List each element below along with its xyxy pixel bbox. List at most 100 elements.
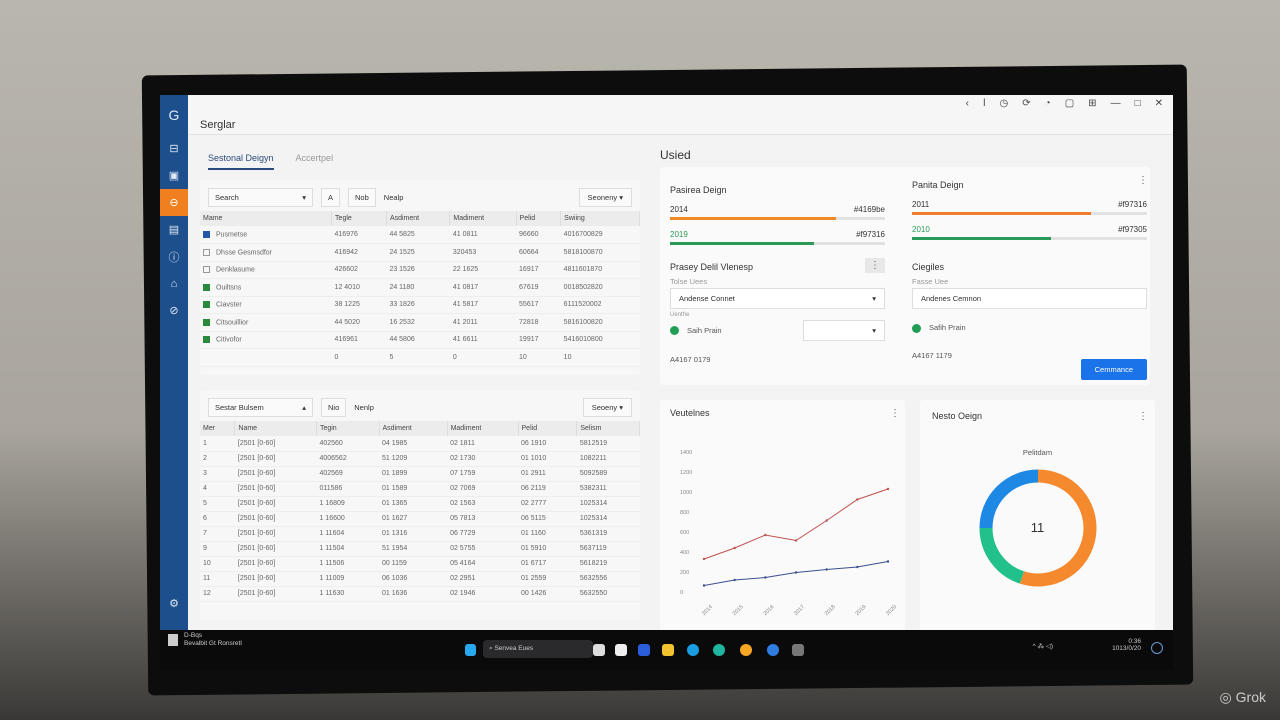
chat-icon[interactable]: ▢ bbox=[1064, 98, 1075, 109]
table-cell: 7 bbox=[200, 526, 235, 542]
sidebar-item-image[interactable]: ▤ bbox=[168, 224, 180, 236]
group-label-2[interactable]: Nenlp bbox=[354, 403, 374, 412]
sort-dropdown-2[interactable]: Seoeny ▾ bbox=[582, 398, 632, 417]
clock[interactable]: 0:36 1013/0/20 bbox=[1112, 638, 1141, 652]
more-options-icon[interactable]: ⋮ bbox=[890, 408, 900, 419]
close-icon[interactable]: ✕ bbox=[1154, 98, 1163, 109]
row-checkbox[interactable] bbox=[203, 318, 210, 326]
sidebar-item-info[interactable]: ⓘ bbox=[168, 251, 180, 264]
sidebar-item-settings-user[interactable]: ⊘ bbox=[169, 305, 179, 317]
windows-start-icon[interactable] bbox=[465, 644, 476, 656]
folder-icon[interactable] bbox=[662, 644, 674, 656]
files-icon[interactable] bbox=[615, 644, 627, 656]
column-header[interactable]: Asdiment bbox=[379, 421, 448, 436]
page-heading: Usied bbox=[660, 148, 691, 162]
table-row[interactable]: 1 [2501 [0-60] 402560 04 1985 02 1811 06 1910… bbox=[200, 436, 640, 452]
table-row[interactable]: Pusmetse 416976 44 5825 41 0811 96660 4016700… bbox=[200, 226, 640, 244]
table-row[interactable]: 7 [2501 [0-60] 1 11604 01 1316 06 7729 01 116… bbox=[200, 526, 640, 542]
code-label: #f97316 bbox=[1118, 200, 1147, 209]
tray-chevron-icon[interactable]: ^ ⁂ ◁) bbox=[1032, 643, 1053, 650]
y-tick-label: 800 bbox=[680, 510, 689, 516]
more-options-icon[interactable]: ⋮ bbox=[1138, 175, 1148, 186]
settings-icon[interactable]: ⚙ bbox=[169, 598, 179, 610]
sidebar-item-calendar[interactable]: ▣ bbox=[168, 170, 180, 182]
info-icon[interactable]: ǀ bbox=[982, 98, 986, 109]
sidebar-item-alerts[interactable]: ⌂ bbox=[170, 277, 178, 290]
table-row[interactable]: 2 [2501 [0-60] 4006562 51 1209 02 1730 01 101… bbox=[200, 451, 640, 467]
maximize-icon[interactable]: □ bbox=[1134, 98, 1141, 109]
table-row[interactable]: Denklasume 426602 23 1526 22 1625 16917 48116… bbox=[200, 261, 640, 279]
data-point bbox=[764, 533, 767, 537]
column-header[interactable]: Swiing bbox=[560, 211, 640, 226]
clock-icon[interactable]: ◷ bbox=[999, 98, 1009, 109]
table-row[interactable]: 11 [2501 [0-60] 1 11009 06 1036 02 2951 01 25… bbox=[200, 571, 640, 587]
status-select[interactable]: ▾ bbox=[803, 320, 885, 341]
table-row[interactable]: 4 [2501 [0-60] 011586 01 1589 02 7069 06 2119… bbox=[200, 481, 640, 497]
grid-icon[interactable]: ⊞ bbox=[1088, 98, 1097, 109]
table-row[interactable]: 3 [2501 [0-60] 402569 01 1899 07 1759 01 2911… bbox=[200, 466, 640, 482]
widget-icon[interactable] bbox=[168, 634, 178, 646]
more-options-icon[interactable]: ⋮ bbox=[865, 258, 885, 273]
table-row[interactable]: 9 [2501 [0-60] 1 11504 51 1954 02 5755 01 591… bbox=[200, 541, 640, 557]
row-checkbox[interactable] bbox=[203, 301, 210, 309]
filter-button-2[interactable]: Nio bbox=[321, 398, 347, 417]
table-cell: 33 1826 bbox=[386, 296, 450, 314]
word-icon[interactable] bbox=[638, 644, 650, 656]
tab-accertpel[interactable]: Accertpel bbox=[295, 153, 334, 163]
sidebar-item-mail[interactable]: ⊖ bbox=[160, 189, 188, 216]
refresh-icon[interactable]: ⟳ bbox=[1022, 98, 1031, 109]
app-icon-2[interactable] bbox=[792, 644, 804, 656]
table-row[interactable]: Dhsse Gesmsdfor 416942 24 1525 320453 60664 5… bbox=[200, 243, 640, 262]
taskbar-search[interactable]: ⌕ Senvea Eues bbox=[483, 640, 593, 658]
primary-button[interactable]: Cemmance bbox=[1080, 359, 1147, 380]
table-row[interactable]: Citsouillior 44 5020 16 2532 41 2011 72818 58… bbox=[200, 313, 640, 332]
more-options-icon[interactable]: ⋮ bbox=[1138, 411, 1148, 422]
table-row[interactable]: Citivofor 416961 44 5806 41 6611 19917 541601… bbox=[200, 331, 640, 349]
column-header[interactable]: Mer bbox=[200, 421, 236, 436]
column-header[interactable]: Pelid bbox=[518, 421, 578, 436]
table-cell: Ouiltsns bbox=[200, 278, 332, 297]
table-row[interactable]: Ouiltsns 12 4010 24 1180 41 0817 67619 001850… bbox=[200, 278, 640, 297]
user-select[interactable]: Andense Connet ▾ bbox=[670, 288, 885, 309]
app-title: Serglar bbox=[200, 119, 236, 131]
column-header[interactable]: Asdiment bbox=[386, 211, 451, 226]
column-header[interactable]: Name bbox=[234, 421, 317, 436]
table-cell: 38 1225 bbox=[331, 296, 387, 314]
sort-dropdown[interactable]: Seoneny ▾ bbox=[578, 188, 632, 207]
task-view-icon[interactable] bbox=[593, 644, 605, 656]
table-row[interactable]: 10 [2501 [0-60] 1 11506 00 1159 05 4164 01 67… bbox=[200, 556, 640, 572]
column-header[interactable]: Madiment bbox=[447, 421, 519, 436]
column-header[interactable]: Tegin bbox=[316, 421, 380, 436]
column-header[interactable]: Mame bbox=[200, 211, 333, 226]
column-select[interactable]: Sestar Bulsem ▴ bbox=[208, 398, 313, 417]
row-checkbox[interactable] bbox=[203, 336, 210, 344]
tab-sestonal-deigyn[interactable]: Sestonal Deigyn bbox=[208, 153, 274, 170]
user-input[interactable]: Andenes Cemnon bbox=[912, 288, 1147, 309]
row-checkbox[interactable] bbox=[203, 266, 210, 274]
table-cell: Dhsse Gesmsdfor bbox=[200, 243, 332, 262]
app-icon[interactable] bbox=[767, 644, 779, 656]
table-row[interactable]: Ciavster 38 1225 33 1826 41 5817 55617 611152… bbox=[200, 296, 640, 314]
sidebar-item-inbox[interactable]: ⊟ bbox=[169, 143, 179, 155]
row-checkbox[interactable] bbox=[203, 283, 210, 291]
column-header[interactable]: Selism bbox=[576, 421, 640, 436]
edge-icon[interactable] bbox=[687, 644, 699, 656]
table-row[interactable]: 12 [2501 [0-60] 1 11630 01 1636 02 1946 00 14… bbox=[200, 586, 640, 602]
chrome-icon[interactable] bbox=[740, 644, 752, 656]
row-checkbox[interactable] bbox=[203, 230, 210, 238]
group-label[interactable]: Nealp bbox=[383, 193, 404, 202]
column-header[interactable]: Pelid bbox=[516, 211, 562, 226]
column-header[interactable]: Madiment bbox=[449, 211, 517, 226]
sync-icon[interactable]: ◔ bbox=[1044, 98, 1051, 109]
search-select[interactable]: Search ▾ bbox=[208, 188, 313, 207]
row-checkbox[interactable] bbox=[203, 248, 210, 256]
copilot-icon[interactable] bbox=[1151, 642, 1163, 654]
table-row[interactable]: 6 [2501 [0-60] 1 16600 01 1627 05 7813 06 511… bbox=[200, 511, 640, 527]
column-header[interactable]: Tegle bbox=[331, 211, 387, 226]
a-button[interactable]: A bbox=[321, 188, 341, 207]
filter-button[interactable]: Nob bbox=[348, 188, 376, 207]
back-icon[interactable]: ‹ bbox=[965, 98, 969, 109]
table-row[interactable]: 5 [2501 [0-60] 1 16809 01 1365 02 1563 02 277… bbox=[200, 496, 640, 512]
edge-beta-icon[interactable] bbox=[713, 644, 725, 656]
minimize-icon[interactable]: — bbox=[1110, 98, 1121, 109]
